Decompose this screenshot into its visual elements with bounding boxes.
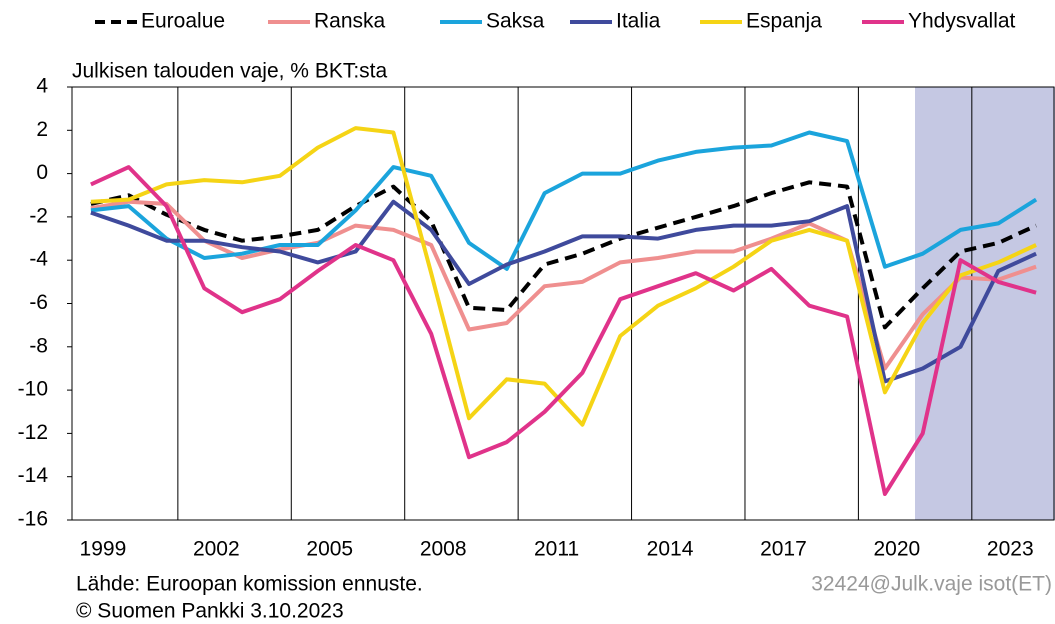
copyright: © Suomen Pankki 3.10.2023 — [76, 600, 344, 623]
series-line — [90, 130, 1038, 271]
y-tick-label: -4 — [29, 248, 48, 271]
series-line — [90, 199, 1037, 371]
plot-frame — [71, 86, 1055, 521]
y-tick-label: -16 — [18, 508, 48, 531]
y-tick-label: -8 — [29, 334, 48, 357]
y-tick-label: -14 — [18, 464, 49, 487]
y-tick-label: -6 — [29, 291, 48, 314]
legend-label: Espanja — [746, 10, 822, 33]
y-tick-label: 0 — [36, 161, 48, 184]
y-tick-label: -2 — [29, 204, 48, 227]
series-line — [90, 126, 1037, 427]
x-tick-label: 2017 — [760, 538, 807, 561]
x-tick-label: 1999 — [80, 538, 127, 561]
y-axis-label: Julkisen talouden vaje, % BKT:sta — [72, 60, 387, 83]
legend-label: Yhdysvallat — [908, 10, 1016, 33]
x-tick-label: 2011 — [534, 538, 579, 561]
series-line — [90, 199, 1037, 384]
y-tick-label: 4 — [36, 75, 48, 98]
y-tick-label: -12 — [18, 421, 48, 444]
x-tick-label: 2023 — [987, 538, 1034, 561]
y-tick-label: -10 — [18, 378, 48, 401]
source: Lähde: Euroopan komission ennuste. — [76, 573, 423, 596]
legend-label: Ranska — [314, 10, 386, 33]
x-tick-label: 2002 — [193, 538, 240, 561]
x-tick-label: 2008 — [420, 538, 467, 561]
y-tick-label: 2 — [36, 118, 48, 141]
legend-label: Saksa — [486, 10, 545, 33]
x-tick-label: 2014 — [647, 538, 694, 561]
x-tick-label: 2005 — [306, 538, 353, 561]
series-line — [90, 165, 1037, 496]
code: 32424@Julk.vaje isot(ET) — [811, 573, 1052, 596]
legend-label: Italia — [616, 10, 661, 33]
x-tick-label: 2020 — [874, 538, 921, 561]
legend-label: Euroalue — [141, 10, 225, 33]
